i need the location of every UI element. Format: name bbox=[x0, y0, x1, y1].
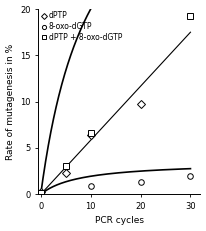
X-axis label: PCR cycles: PCR cycles bbox=[95, 216, 144, 225]
Y-axis label: Rate of mutagenesis in %: Rate of mutagenesis in % bbox=[6, 43, 15, 160]
Legend: dPTP, 8-oxo-dGTP, dPTP + 8-oxo-dGTP: dPTP, 8-oxo-dGTP, dPTP + 8-oxo-dGTP bbox=[40, 11, 123, 43]
